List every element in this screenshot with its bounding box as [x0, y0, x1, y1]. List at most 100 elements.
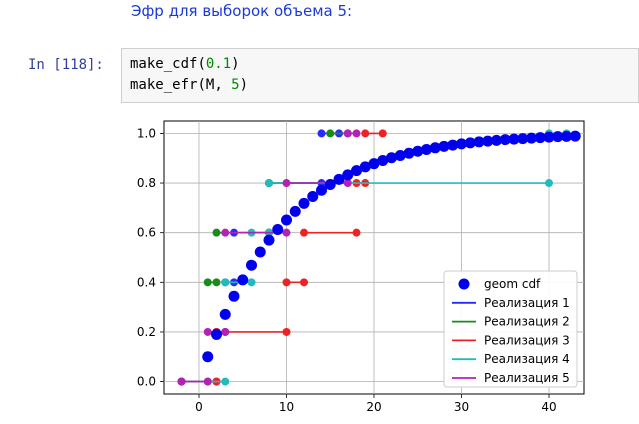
cdf-point — [561, 130, 572, 142]
cdf-point — [351, 165, 362, 177]
y-tick-label: 0.2 — [137, 325, 156, 339]
legend-label: Реализация 5 — [484, 371, 570, 385]
legend-marker — [458, 278, 470, 290]
x-tick-label: 20 — [366, 400, 381, 414]
cdf-point — [246, 259, 257, 271]
cdf-point — [211, 328, 222, 340]
cell-prompt: In [118]: — [28, 57, 104, 73]
legend: geom cdf Реализация 1 Реализация 2 Реализац… — [443, 270, 578, 388]
step-point — [177, 377, 186, 386]
cdf-point — [447, 139, 459, 151]
cdf-point — [508, 133, 520, 145]
cdf-point — [281, 214, 292, 226]
x-tick-label: 40 — [541, 400, 556, 414]
cdf-point — [202, 351, 214, 363]
step-point — [203, 278, 212, 287]
step-point — [221, 327, 230, 336]
code-cell[interactable]: make_cdf(0.1) make_efr(M, 5) — [121, 48, 639, 103]
legend-label: geom cdf — [484, 277, 541, 291]
cdf-point — [359, 161, 371, 173]
cdf-point — [263, 234, 275, 246]
cdf-point — [307, 190, 319, 202]
step-point — [545, 179, 553, 188]
markdown-heading: Эфр для выборок объема 5: — [131, 2, 353, 20]
cdf-point — [412, 145, 424, 157]
cdf-point — [534, 132, 546, 144]
step-point — [282, 327, 291, 336]
legend-label: Реализация 4 — [484, 352, 570, 366]
cdf-point — [254, 246, 266, 258]
legend-label: Реализация 3 — [484, 333, 570, 347]
step-point — [352, 228, 361, 237]
cdf-point — [394, 149, 406, 161]
cdf-point — [421, 144, 432, 156]
step-point — [343, 129, 352, 138]
y-tick-label: 0.8 — [137, 176, 156, 190]
legend-label: Реализация 2 — [484, 315, 570, 329]
cdf-point — [228, 290, 240, 302]
cdf-point — [333, 173, 345, 185]
y-tick-label: 1.0 — [137, 126, 156, 140]
paren-open: ( — [197, 56, 206, 72]
cdf-point — [517, 133, 529, 145]
step-point — [343, 179, 352, 188]
cdf-point — [272, 223, 284, 235]
paren-close: ) — [239, 77, 249, 93]
cdf-point — [499, 134, 511, 146]
code-separator: , — [214, 77, 232, 93]
y-tick-label: 0.0 — [137, 375, 156, 389]
cdf-point — [289, 205, 301, 217]
step-point — [282, 228, 291, 237]
step-point — [212, 278, 221, 287]
step-point — [221, 228, 230, 237]
legend-box — [443, 270, 578, 388]
cdf-point — [482, 135, 494, 147]
cdf-point — [526, 132, 537, 144]
y-tick-label: 0.6 — [137, 226, 156, 240]
cdf-point — [438, 140, 450, 152]
cdf-point — [429, 142, 441, 154]
function-name: make_cdf — [130, 56, 198, 72]
x-tick-label: 0 — [195, 400, 203, 414]
step-point — [203, 377, 212, 386]
step-point — [326, 129, 335, 138]
code-variable: M — [205, 77, 215, 93]
x-tick-label: 10 — [279, 400, 294, 414]
cdf-point — [473, 136, 485, 148]
cdf-point — [464, 137, 476, 149]
cdf-point — [324, 179, 336, 191]
step-point — [221, 278, 230, 287]
step-point — [300, 278, 308, 287]
step-point — [300, 228, 308, 237]
step-point — [361, 129, 370, 138]
cdf-point — [552, 131, 564, 143]
y-tick-label: 0.4 — [137, 275, 156, 289]
paren-close: ) — [231, 56, 240, 72]
function-name: make_efr — [130, 77, 198, 93]
step-point — [265, 179, 273, 188]
cdf-point — [543, 131, 555, 143]
series-layer — [177, 129, 571, 386]
step-point — [378, 129, 387, 138]
cdf-point — [368, 158, 380, 170]
code-number: 0.1 — [205, 56, 232, 72]
x-tick-label: 30 — [454, 400, 469, 414]
axis-ticks: 0 10 20 30 40 0.0 0.2 0.4 0.6 0.8 1.0 — [137, 126, 557, 414]
cdf-point — [403, 147, 415, 159]
step-point — [203, 327, 212, 336]
code-number: 5 — [231, 77, 240, 93]
cdf-point — [377, 154, 389, 166]
cdf-point — [491, 134, 502, 146]
code-line-2: make_efr(M, 5) — [130, 77, 248, 93]
step-point — [352, 129, 361, 138]
cdf-point — [237, 274, 249, 286]
step-point — [282, 179, 291, 188]
step-point — [221, 377, 230, 386]
cdf-point — [219, 308, 231, 320]
cdf-point — [298, 197, 310, 209]
paren-open: ( — [197, 77, 206, 93]
cdf-point — [386, 152, 397, 164]
step-point — [282, 278, 291, 287]
step-point — [317, 129, 326, 138]
